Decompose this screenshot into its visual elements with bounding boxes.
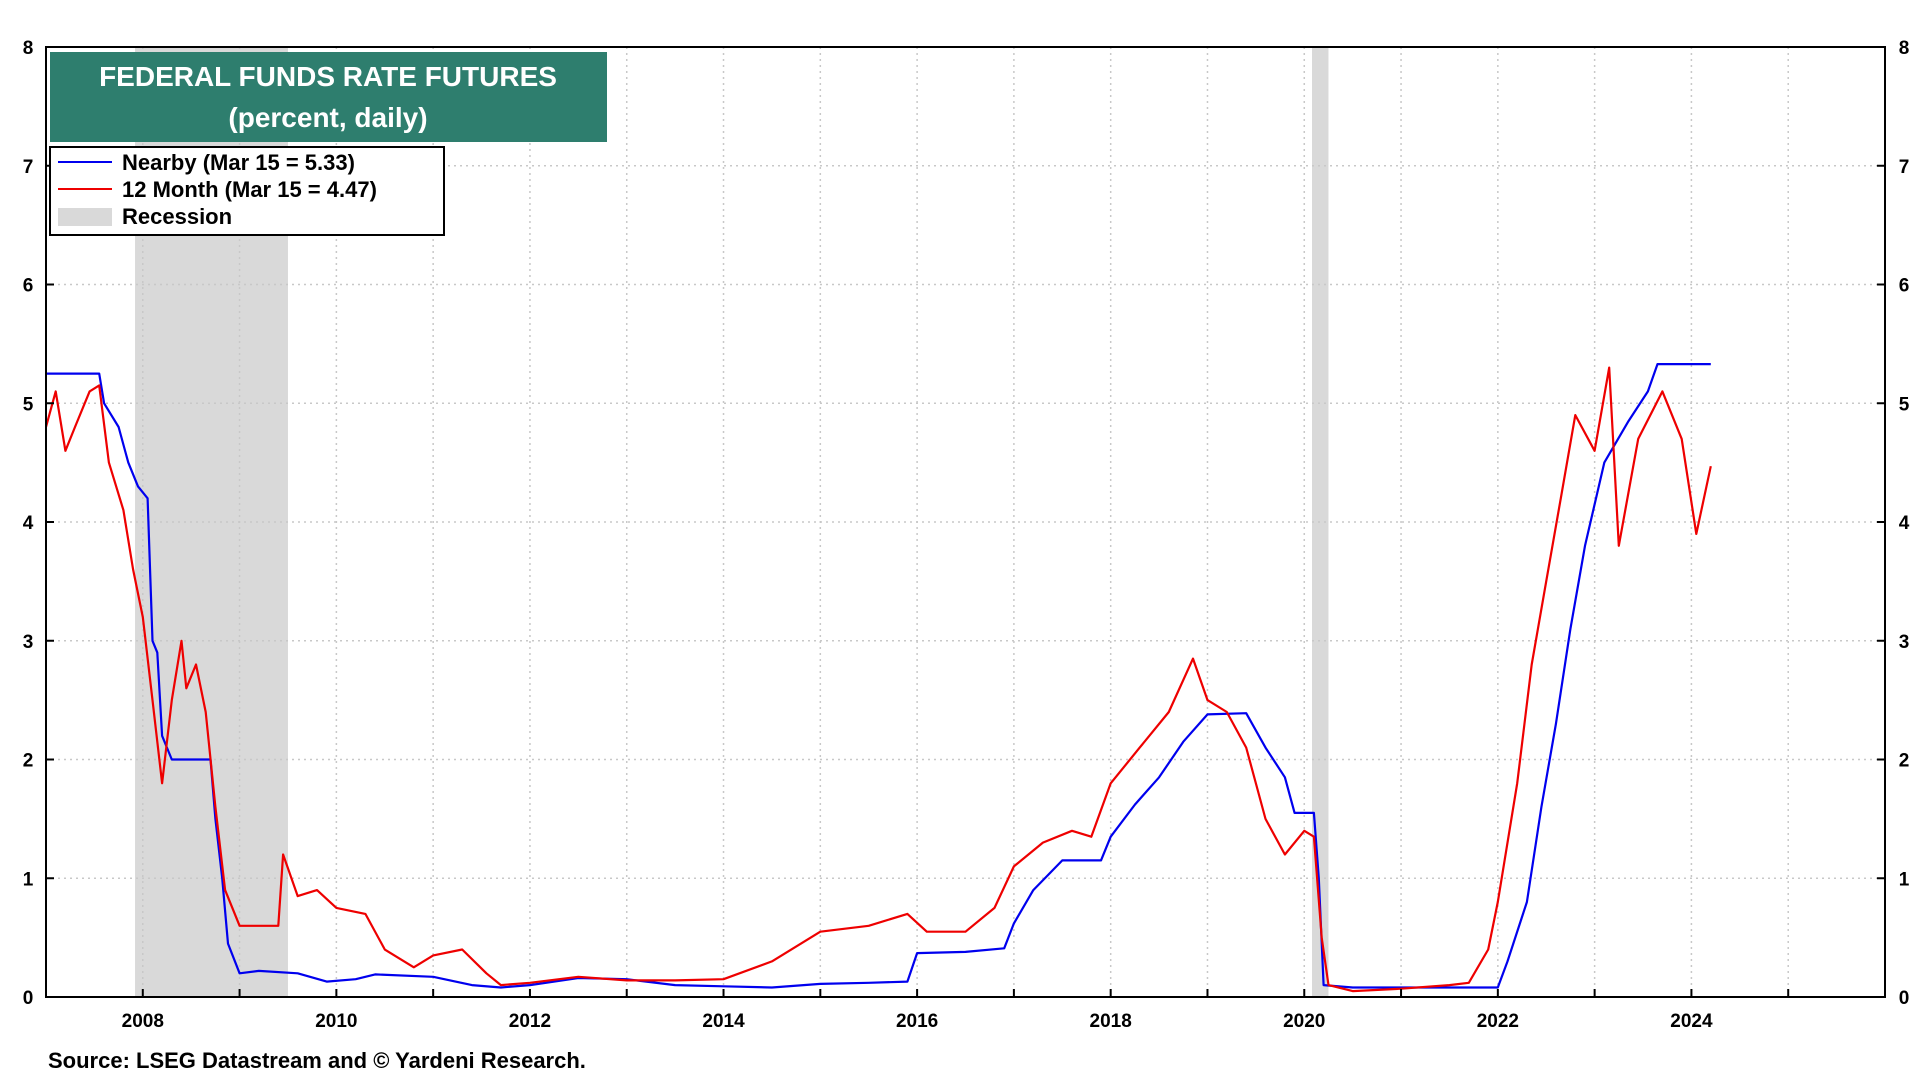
legend-box bbox=[49, 146, 445, 236]
source-note: Source: LSEG Datastream and © Yardeni Re… bbox=[48, 1048, 586, 1073]
y-tick-label-right: 7 bbox=[1899, 157, 1910, 178]
y-tick-label-left: 4 bbox=[23, 513, 34, 534]
x-tick-label: 2016 bbox=[896, 1011, 938, 1032]
title-box: FEDERAL FUNDS RATE FUTURES (percent, dai… bbox=[50, 52, 607, 142]
y-tick-label-left: 0 bbox=[23, 988, 34, 1009]
axes: 0 0 1 1 2 2 3 3 4 4 5 5 6 6 7 7 8 8 2008 2010 2012 2014 2016 20… bbox=[23, 38, 1910, 1032]
x-tick-label: 2018 bbox=[1090, 1011, 1132, 1032]
y-tick-label-right: 1 bbox=[1899, 869, 1910, 890]
legend-label-recession: Recession bbox=[122, 204, 232, 229]
x-tick-label: 2012 bbox=[509, 1011, 551, 1032]
title-background bbox=[50, 52, 607, 142]
y-tick-label-left: 7 bbox=[23, 157, 34, 178]
series-lines bbox=[44, 363, 1712, 993]
gridlines bbox=[46, 47, 1886, 997]
x-tick-label: 2014 bbox=[702, 1011, 745, 1032]
y-tick-label-left: 2 bbox=[23, 751, 34, 772]
x-tick-label: 2008 bbox=[122, 1011, 164, 1032]
legend-label-nearby: Nearby (Mar 15 = 5.33) bbox=[122, 150, 355, 175]
series-line bbox=[46, 363, 1711, 989]
chart-title: FEDERAL FUNDS RATE FUTURES bbox=[99, 61, 557, 92]
y-tick-label-right: 4 bbox=[1899, 513, 1910, 534]
y-tick-label-left: 3 bbox=[23, 632, 34, 653]
y-tick-label-right: 5 bbox=[1899, 394, 1910, 415]
y-tick-label-right: 6 bbox=[1899, 276, 1910, 297]
y-tick-label-right: 0 bbox=[1899, 988, 1910, 1009]
y-tick-label-right: 2 bbox=[1899, 751, 1910, 772]
legend: Nearby (Mar 15 = 5.33) 12 Month (Mar 15 … bbox=[49, 146, 445, 236]
y-tick-label-left: 6 bbox=[23, 276, 34, 297]
y-tick-label-left: 1 bbox=[23, 869, 34, 890]
y-tick-label-left: 8 bbox=[23, 38, 34, 59]
legend-swatch-recession bbox=[58, 208, 112, 226]
y-tick-label-right: 3 bbox=[1899, 632, 1910, 653]
series-line bbox=[44, 366, 1712, 993]
legend-label-12month: 12 Month (Mar 15 = 4.47) bbox=[122, 177, 377, 202]
x-tick-label: 2022 bbox=[1477, 1011, 1519, 1032]
x-tick-label: 2020 bbox=[1283, 1011, 1325, 1032]
x-tick-label: 2024 bbox=[1670, 1011, 1713, 1032]
x-tick-label: 2010 bbox=[315, 1011, 357, 1032]
chart-subtitle: (percent, daily) bbox=[228, 102, 427, 133]
y-tick-label-right: 8 bbox=[1899, 38, 1910, 59]
y-tick-label-left: 5 bbox=[23, 394, 34, 415]
